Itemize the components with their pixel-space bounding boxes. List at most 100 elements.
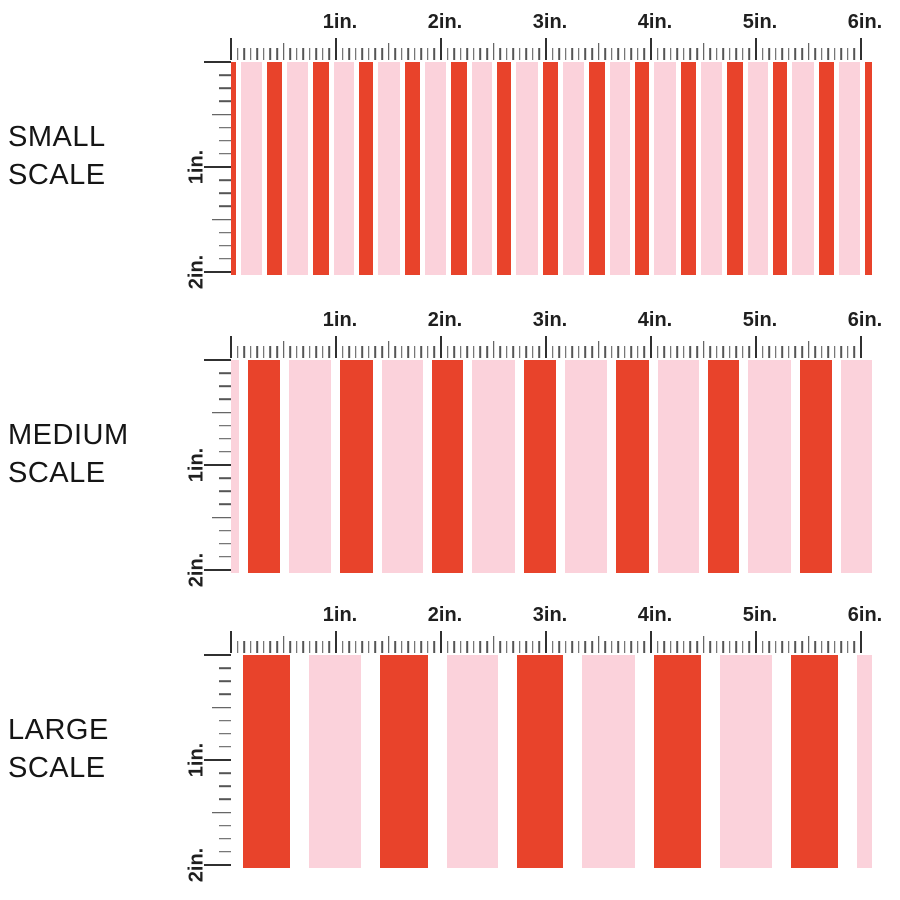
top-ruler-tick bbox=[263, 48, 265, 60]
top-ruler-tick bbox=[617, 641, 619, 653]
top-ruler-tick bbox=[394, 641, 396, 653]
top-ruler-tick bbox=[459, 346, 462, 358]
side-ruler-tick bbox=[219, 126, 231, 129]
side-ruler-tick bbox=[204, 759, 231, 761]
top-ruler-tick bbox=[833, 346, 836, 358]
stripe-white bbox=[428, 655, 447, 868]
side-ruler-tick bbox=[219, 490, 231, 493]
side-ruler-tick bbox=[212, 706, 231, 709]
scale-title-large: LARGE SCALE bbox=[8, 711, 109, 787]
stripe-white bbox=[373, 360, 382, 573]
top-ruler-tick bbox=[807, 341, 810, 358]
top-ruler-tick bbox=[354, 48, 357, 60]
scale-title-line: SCALE bbox=[8, 752, 106, 784]
top-ruler-tick bbox=[728, 641, 731, 653]
top-ruler-tick bbox=[466, 641, 469, 653]
top-ruler-tick bbox=[578, 48, 580, 60]
top-ruler-inch-label: 6in. bbox=[847, 604, 883, 626]
stripe-white bbox=[467, 62, 472, 275]
top-ruler-tick bbox=[387, 43, 390, 60]
top-ruler-tick bbox=[427, 641, 429, 653]
side-ruler-tick bbox=[219, 244, 231, 247]
top-ruler-tick bbox=[715, 346, 718, 358]
stripe-white bbox=[743, 62, 748, 275]
side-ruler-tick bbox=[219, 772, 231, 774]
top-ruler-tick bbox=[637, 641, 639, 653]
top-ruler-tick bbox=[453, 48, 455, 60]
top-ruler-tick bbox=[276, 641, 278, 653]
top-ruler-tick bbox=[289, 346, 291, 358]
stripe-white bbox=[331, 360, 340, 573]
top-ruler-tick bbox=[774, 48, 777, 60]
side-ruler-tick bbox=[219, 667, 231, 669]
top-ruler-tick bbox=[551, 48, 554, 60]
top-ruler-tick bbox=[315, 48, 318, 60]
top-ruler-tick bbox=[833, 641, 836, 653]
stripe-white bbox=[282, 62, 287, 275]
side-ruler: 1in. 2in. bbox=[181, 654, 231, 882]
side-ruler-tick bbox=[219, 851, 231, 853]
stripe-red bbox=[517, 655, 563, 868]
top-ruler-tick bbox=[709, 48, 711, 60]
top-ruler-tick bbox=[597, 636, 600, 653]
top-ruler-tick bbox=[761, 641, 764, 653]
top-ruler-tick bbox=[591, 641, 593, 653]
stripe-pink bbox=[447, 655, 498, 868]
side-ruler-tick bbox=[219, 503, 231, 506]
top-ruler-tick bbox=[853, 48, 856, 60]
top-ruler-tick bbox=[420, 641, 423, 653]
top-ruler-tick bbox=[236, 346, 239, 358]
stripe-red bbox=[819, 62, 834, 275]
top-ruler-tick bbox=[788, 48, 790, 60]
stripe-pink bbox=[425, 62, 446, 275]
side-ruler-tick bbox=[204, 271, 231, 273]
top-ruler-inch-label: 1in. bbox=[322, 604, 358, 626]
top-ruler-tick bbox=[591, 48, 593, 60]
stripe-red bbox=[865, 62, 872, 275]
top-ruler-tick bbox=[656, 641, 659, 653]
top-ruler-tick bbox=[400, 346, 403, 358]
stripe-red bbox=[616, 360, 649, 573]
top-ruler-tick bbox=[558, 641, 560, 653]
top-ruler-tick bbox=[840, 48, 843, 60]
stripe-white bbox=[280, 360, 289, 573]
top-ruler-tick bbox=[368, 641, 370, 653]
top-ruler-tick bbox=[702, 341, 705, 358]
top-ruler-tick bbox=[453, 641, 455, 653]
top-ruler-inch-label: 3in. bbox=[532, 11, 568, 33]
top-ruler-tick bbox=[466, 346, 469, 358]
top-ruler-tick bbox=[505, 346, 508, 358]
top-ruler-tick bbox=[788, 641, 790, 653]
stripe-red bbox=[773, 62, 787, 275]
scale-title-line: MEDIUM bbox=[8, 419, 129, 451]
top-ruler-inch-label: 4in. bbox=[637, 11, 673, 33]
top-ruler-tick bbox=[446, 48, 449, 60]
top-ruler-tick bbox=[256, 48, 259, 60]
top-ruler-tick bbox=[676, 641, 679, 653]
stripe-white bbox=[722, 62, 727, 275]
top-ruler-tick bbox=[696, 641, 698, 653]
top-ruler-tick bbox=[781, 48, 784, 60]
top-ruler-tick bbox=[722, 346, 724, 358]
top-ruler-tick bbox=[433, 48, 436, 60]
stripe-white bbox=[838, 655, 857, 868]
top-ruler-tick bbox=[788, 346, 790, 358]
top-ruler-tick bbox=[420, 346, 423, 358]
side-ruler-tick bbox=[219, 192, 231, 195]
stripe-red bbox=[708, 360, 739, 573]
top-ruler-tick bbox=[584, 346, 587, 358]
top-ruler-tick bbox=[630, 641, 633, 653]
top-ruler-tick bbox=[243, 48, 245, 60]
top-ruler-tick bbox=[322, 346, 324, 358]
top-ruler-tick bbox=[486, 48, 488, 60]
top-ruler-inch-label: 2in. bbox=[427, 11, 463, 33]
stripe-white bbox=[446, 62, 451, 275]
top-ruler-tick bbox=[328, 346, 331, 358]
top-ruler-tick bbox=[722, 641, 724, 653]
stripe-white bbox=[605, 62, 610, 275]
stripe-pink bbox=[289, 360, 331, 573]
side-ruler-inch-label: 2in. bbox=[185, 847, 208, 883]
top-ruler-tick bbox=[558, 346, 560, 358]
stripe-red bbox=[359, 62, 373, 275]
top-ruler-tick bbox=[263, 346, 265, 358]
